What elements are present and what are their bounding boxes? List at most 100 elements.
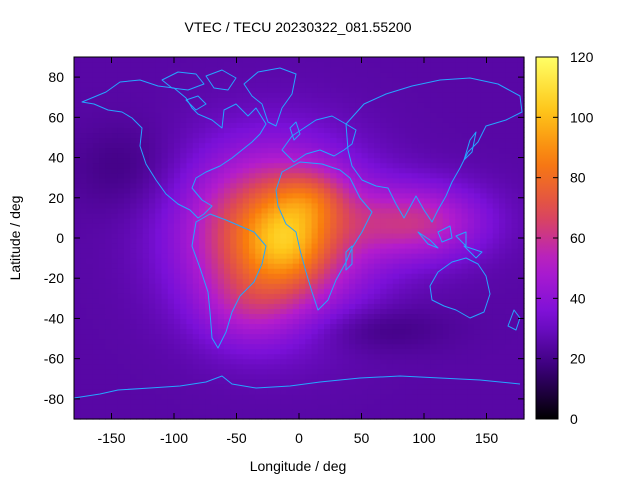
heatmap-cell — [336, 253, 344, 259]
heatmap-cell — [267, 243, 275, 249]
heatmap-cell — [461, 408, 469, 415]
heatmap-cell — [174, 142, 181, 149]
heatmap-cell — [149, 303, 156, 309]
heatmap-cell — [299, 137, 306, 144]
heatmap-cell — [342, 318, 350, 325]
heatmap-cell — [380, 77, 388, 83]
heatmap-cell — [449, 283, 456, 289]
heatmap-cell — [392, 92, 400, 98]
heatmap-cell — [92, 243, 100, 249]
heatmap-cell — [99, 283, 106, 289]
heatmap-cell — [180, 162, 188, 169]
heatmap-cell — [349, 318, 356, 325]
heatmap-cell — [74, 293, 81, 299]
heatmap-cell — [142, 162, 150, 169]
heatmap-cell — [292, 192, 300, 199]
heatmap-cell — [230, 62, 238, 68]
heatmap-cell — [74, 62, 81, 68]
heatmap-cell — [499, 398, 506, 405]
heatmap-cell — [355, 92, 363, 98]
heatmap-cell — [330, 298, 338, 304]
heatmap-cell — [255, 348, 263, 355]
heatmap-cell — [99, 408, 106, 415]
heatmap-cell — [305, 318, 313, 325]
heatmap-cell — [280, 298, 288, 304]
heatmap-cell — [424, 413, 431, 420]
heatmap-cell — [424, 122, 431, 128]
heatmap-cell — [386, 238, 394, 244]
heatmap-cell — [286, 152, 294, 159]
heatmap-cell — [380, 227, 388, 234]
heatmap-cell — [86, 177, 94, 184]
heatmap-cell — [411, 77, 419, 83]
heatmap-cell — [486, 72, 494, 78]
heatmap-cell — [492, 248, 500, 254]
heatmap-cell — [299, 212, 306, 219]
heatmap-cell — [261, 172, 269, 179]
heatmap-cell — [186, 328, 194, 335]
heatmap-cell — [367, 172, 375, 179]
heatmap-cell — [92, 222, 100, 229]
heatmap-cell — [161, 112, 169, 118]
heatmap-cell — [405, 248, 413, 254]
heatmap-cell — [442, 167, 450, 174]
heatmap-cell — [261, 268, 269, 274]
heatmap-cell — [405, 192, 413, 199]
heatmap-cell — [399, 263, 406, 269]
heatmap-cell — [492, 398, 500, 405]
heatmap-cell — [111, 413, 119, 420]
heatmap-cell — [455, 398, 463, 405]
heatmap-cell — [442, 403, 450, 410]
heatmap-cell — [449, 162, 456, 169]
heatmap-cell — [249, 358, 256, 365]
heatmap-cell — [167, 187, 175, 194]
heatmap-cell — [417, 82, 425, 88]
heatmap-cell — [255, 152, 263, 159]
heatmap-cell — [236, 147, 244, 154]
heatmap-cell — [80, 408, 88, 415]
heatmap-cell — [380, 328, 388, 335]
heatmap-cell — [255, 112, 263, 118]
heatmap-cell — [161, 268, 169, 274]
heatmap-cell — [261, 278, 269, 284]
heatmap-cell — [167, 202, 175, 209]
heatmap-cell — [274, 338, 281, 345]
heatmap-cell — [180, 222, 188, 229]
heatmap-cell — [411, 167, 419, 174]
heatmap-cell — [305, 127, 313, 134]
heatmap-cell — [242, 72, 250, 78]
heatmap-cell — [74, 353, 81, 360]
heatmap-cell — [367, 97, 375, 103]
heatmap-cell — [111, 298, 119, 304]
heatmap-cell — [486, 192, 494, 199]
heatmap-cell — [280, 87, 288, 93]
heatmap-cell — [174, 117, 181, 123]
heatmap-cell — [180, 217, 188, 224]
heatmap-cell — [311, 278, 319, 284]
heatmap-cell — [299, 187, 306, 194]
heatmap-cell — [292, 202, 300, 209]
heatmap-cell — [336, 162, 344, 169]
heatmap-cell — [74, 363, 81, 370]
heatmap-cell — [105, 393, 113, 400]
heatmap-cell — [130, 182, 138, 189]
heatmap-cell — [111, 333, 119, 340]
heatmap-cell — [280, 363, 288, 370]
heatmap-cell — [174, 167, 181, 174]
heatmap-cell — [386, 202, 394, 209]
heatmap-cell — [336, 363, 344, 370]
heatmap-cell — [155, 82, 163, 88]
heatmap-cell — [474, 238, 481, 244]
heatmap-cell — [224, 253, 231, 259]
heatmap-cell — [142, 393, 150, 400]
heatmap-cell — [117, 303, 125, 309]
heatmap-cell — [161, 117, 169, 123]
heatmap-cell — [255, 283, 263, 289]
heatmap-cell — [249, 243, 256, 249]
heatmap-cell — [386, 122, 394, 128]
heatmap-cell — [161, 197, 169, 204]
heatmap-cell — [342, 413, 350, 420]
heatmap-cell — [330, 268, 338, 274]
heatmap-cell — [399, 192, 406, 199]
heatmap-cell — [380, 293, 388, 299]
